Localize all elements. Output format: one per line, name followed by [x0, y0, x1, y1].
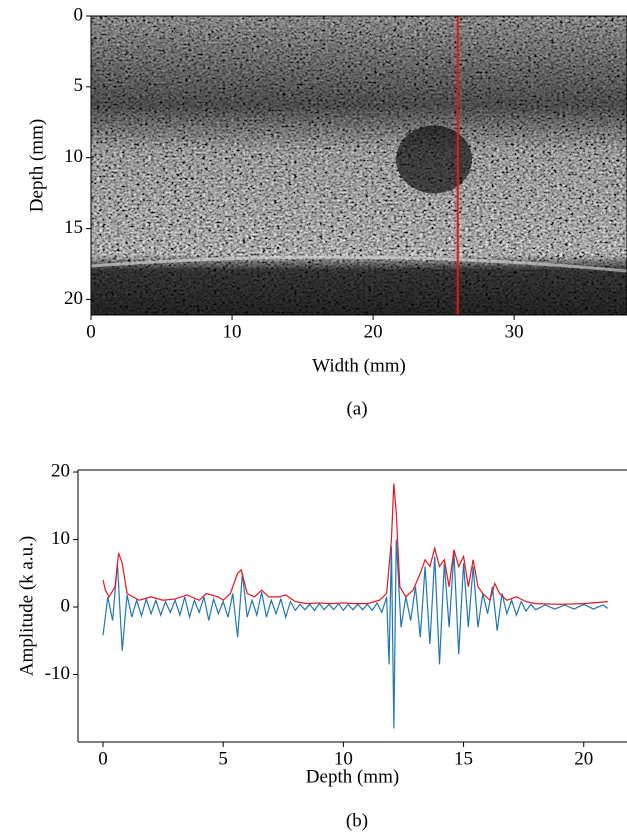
- x-tick-label: 15: [454, 748, 473, 769]
- ultrasound-panel: 0 10 20 30 0 5 10 15 20 Width (mm) Depth (mm) (a): [26, 4, 627, 419]
- signal-line: [102, 539, 609, 729]
- x-tick-label: 20: [364, 321, 383, 342]
- y-tick-label: 10: [51, 528, 70, 549]
- y-axis-label: Depth (mm): [26, 119, 47, 212]
- y-tick-label: 15: [64, 217, 83, 238]
- x-tick-label: 30: [505, 321, 524, 342]
- x-tick-label: 0: [98, 748, 108, 769]
- x-tick-label: 20: [574, 748, 593, 769]
- panel-caption: (a): [346, 398, 367, 419]
- axes-frame: [90, 15, 627, 316]
- x-tick-label: 0: [86, 321, 96, 342]
- y-tick-label: 10: [64, 146, 83, 167]
- signal-line: [102, 483, 608, 605]
- y-tick-label: 20: [51, 460, 70, 481]
- x-axis-label: Width (mm): [312, 355, 406, 376]
- y-tick-label: 5: [74, 75, 84, 96]
- y-tick-label: -10: [45, 663, 70, 684]
- x-tick-label: 5: [218, 748, 228, 769]
- x-tick-label: 10: [334, 748, 353, 769]
- x-tick-label: 10: [223, 321, 242, 342]
- dark-lesion: [396, 125, 473, 194]
- y-axis-label: Amplitude (k a.u.): [16, 536, 37, 676]
- x-axis-label: Depth (mm): [306, 766, 399, 787]
- panel-caption: (b): [346, 810, 368, 831]
- y-tick-label: 0: [61, 595, 71, 616]
- signal-panel: 0 5 10 15 20 -10 0 10 20 Depth (mm) Amplitude (k a…: [16, 460, 627, 831]
- ultrasound-shading: [91, 16, 627, 315]
- bright-fascia: [90, 255, 627, 273]
- y-tick-label: 20: [64, 288, 83, 309]
- y-tick-label: 0: [74, 4, 84, 25]
